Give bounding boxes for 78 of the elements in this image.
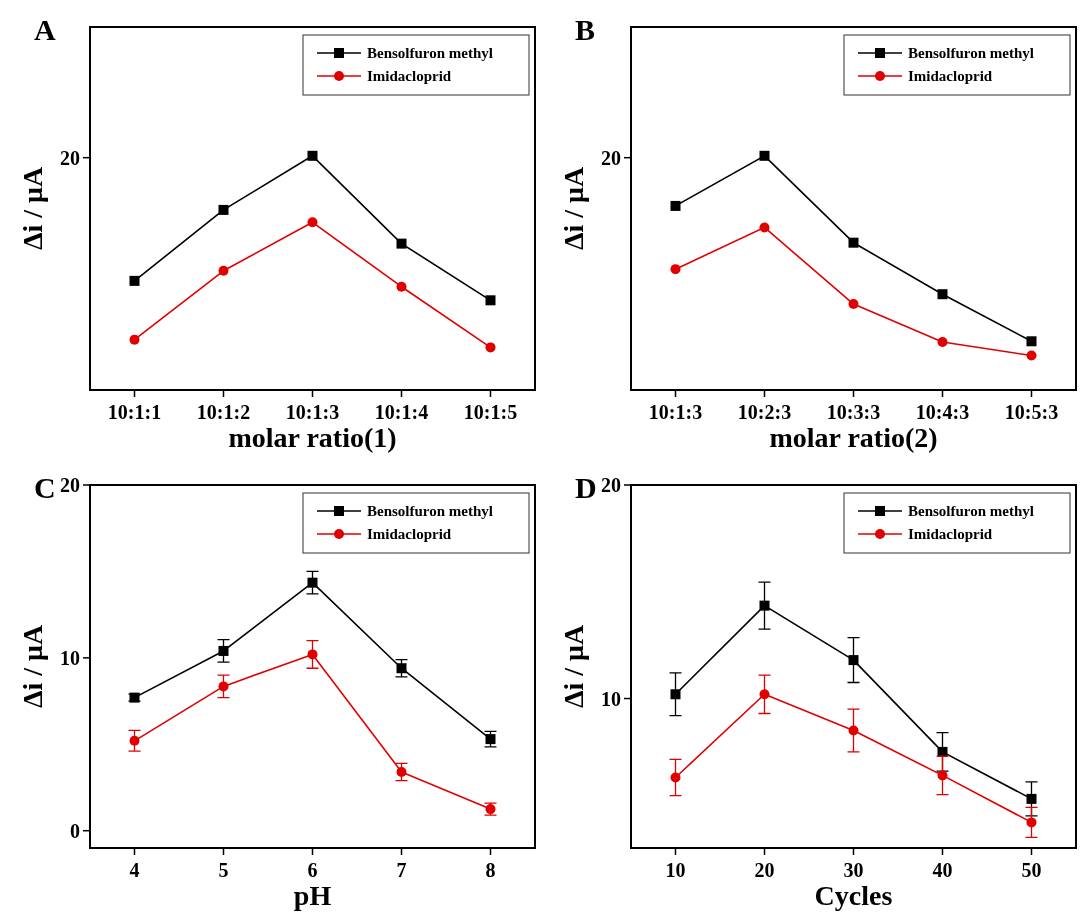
point	[307, 150, 318, 161]
point	[218, 265, 229, 276]
x-tick-label: 10:1:4	[374, 401, 429, 423]
x-axis-title: Cycles	[814, 880, 893, 911]
x-tick-label: 6	[307, 859, 318, 881]
point	[129, 334, 140, 345]
point	[218, 204, 229, 215]
y-tick-label: 0	[70, 819, 80, 842]
x-tick-label: 10	[665, 859, 686, 881]
legend-label: Imidacloprid	[367, 68, 452, 85]
legend-label: Bensolfuron methyl	[367, 45, 493, 62]
point	[396, 238, 407, 249]
x-tick-label: 50	[1021, 859, 1042, 881]
point	[670, 772, 681, 783]
point	[485, 295, 496, 306]
point	[307, 577, 318, 588]
x-tick-label: 7	[396, 859, 407, 881]
legend-label: Imidacloprid	[908, 68, 993, 85]
y-axis-title: Δi / μA	[558, 166, 589, 251]
legend-label: Imidacloprid	[908, 526, 993, 543]
y-axis-title: Δi / μA	[17, 624, 48, 709]
x-tick-label: 5	[218, 859, 229, 881]
chart-title: A	[34, 13, 56, 46]
point	[129, 735, 140, 746]
x-tick-label: 10:4:3	[915, 401, 970, 423]
y-axis-title: Δi / μA	[558, 624, 589, 709]
point	[848, 299, 859, 310]
point	[129, 275, 140, 286]
chart-title: B	[575, 13, 596, 46]
x-tick-label: 10:1:3	[285, 401, 340, 423]
x-tick-label: 30	[843, 859, 864, 881]
x-tick-label: 10:2:3	[737, 401, 792, 423]
point	[1026, 336, 1037, 347]
x-tick-label: 10:1:3	[648, 401, 703, 423]
point	[759, 600, 770, 611]
point	[1026, 817, 1037, 828]
y-tick-label: 10	[60, 646, 80, 669]
point	[848, 725, 859, 736]
legend-label: Bensolfuron methyl	[908, 503, 1034, 520]
point	[937, 289, 948, 300]
x-axis-title: pH	[293, 880, 332, 911]
point	[670, 264, 681, 275]
legend-label: Bensolfuron methyl	[367, 503, 493, 520]
point	[759, 222, 770, 233]
point	[848, 655, 859, 666]
x-tick-label: 10:1:1	[107, 401, 162, 423]
point	[759, 150, 770, 161]
point	[218, 681, 229, 692]
point	[485, 342, 496, 353]
point	[937, 336, 948, 347]
point	[848, 237, 859, 248]
point	[1026, 350, 1037, 361]
point	[307, 217, 318, 228]
point	[937, 770, 948, 781]
point	[218, 645, 229, 656]
point	[670, 200, 681, 211]
x-tick-label: 10:1:5	[463, 401, 518, 423]
legend-label: Imidacloprid	[367, 526, 452, 543]
point	[307, 649, 318, 660]
x-tick-label: 10:5:3	[1004, 401, 1059, 423]
y-tick-label: 20	[60, 474, 80, 496]
x-tick-label: 10:1:2	[196, 401, 251, 423]
x-axis-title: molar ratio(1)	[228, 422, 397, 453]
chart-title: C	[34, 471, 56, 504]
y-axis-title: Δi / μA	[17, 166, 48, 251]
point	[396, 281, 407, 292]
point	[937, 746, 948, 757]
point	[759, 689, 770, 700]
point	[670, 689, 681, 700]
x-tick-label: 10:3:3	[826, 401, 881, 423]
legend-label: Bensolfuron methyl	[908, 45, 1034, 62]
x-tick-label: 40	[932, 859, 953, 881]
chart-title: D	[575, 471, 597, 504]
x-axis-title: molar ratio(2)	[769, 422, 938, 453]
x-tick-label: 8	[485, 859, 496, 881]
x-tick-label: 20	[754, 859, 775, 881]
x-tick-label: 4	[129, 859, 140, 881]
point	[1026, 793, 1037, 804]
